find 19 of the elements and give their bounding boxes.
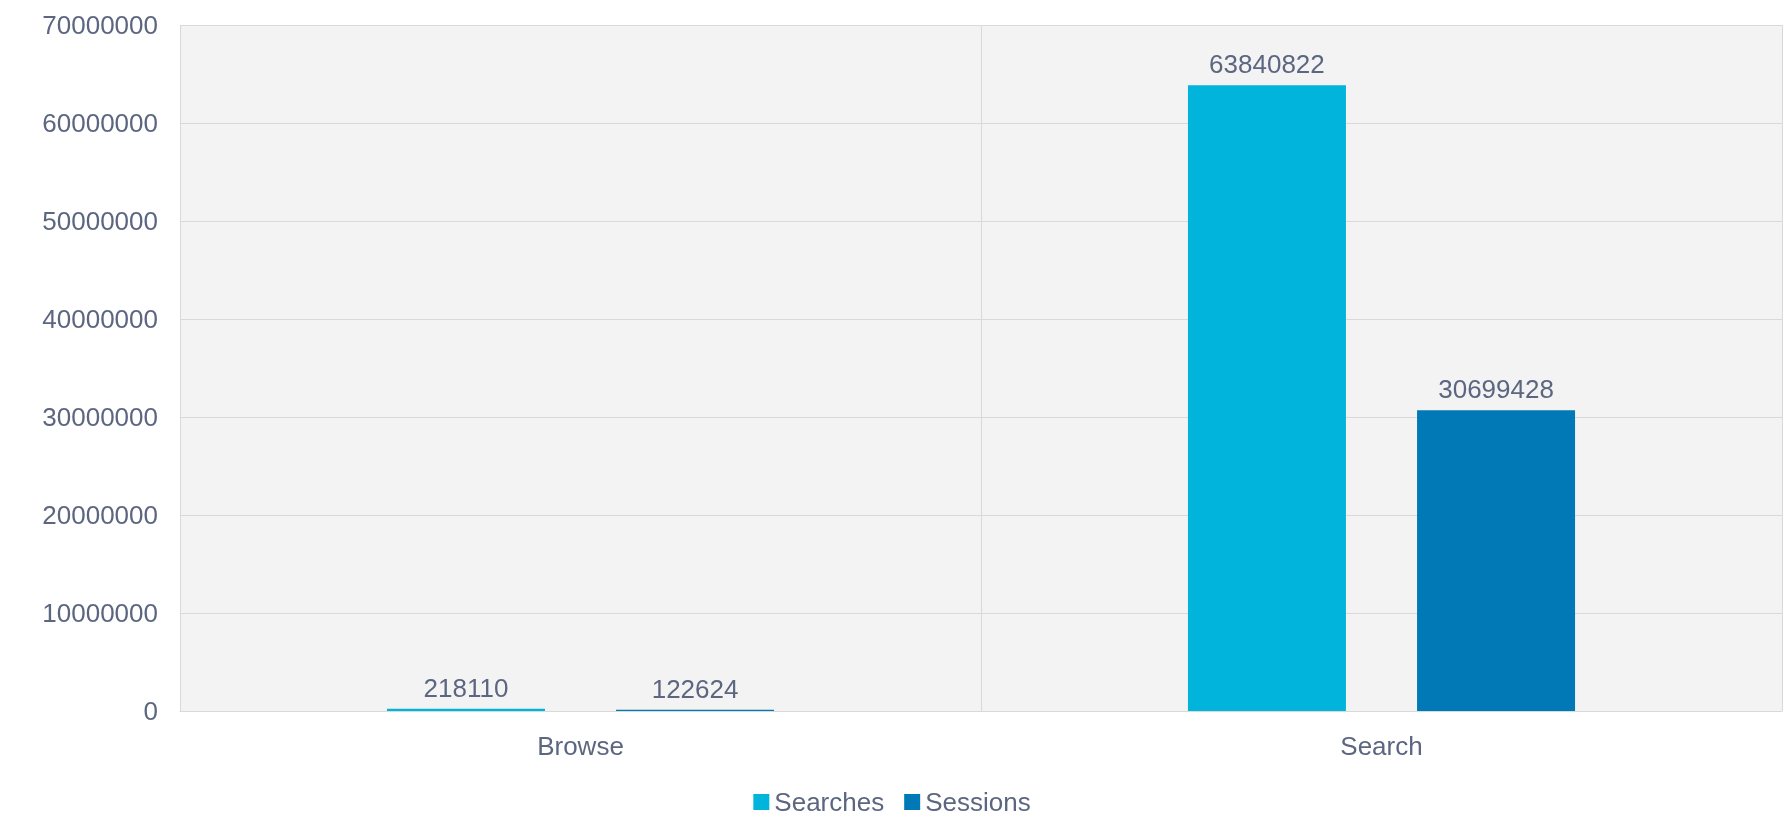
x-tick-label: Browse (537, 731, 624, 761)
y-tick-label: 50000000 (42, 206, 158, 236)
y-tick-label: 20000000 (42, 500, 158, 530)
y-tick-label: 10000000 (42, 598, 158, 628)
data-label: 218110 (423, 672, 509, 703)
y-tick-label: 70000000 (42, 10, 158, 40)
y-tick-label: 0 (143, 696, 158, 726)
y-tick-label: 60000000 (42, 108, 158, 138)
legend-label: Searches (774, 787, 885, 817)
bar (1187, 85, 1346, 711)
bar (1417, 410, 1576, 711)
legend-label: Sessions (925, 787, 1031, 817)
y-tick-label: 30000000 (42, 402, 158, 432)
data-label: 63840822 (1209, 49, 1325, 80)
y-tick-label: 40000000 (42, 304, 158, 334)
x-tick-label: Search (1340, 731, 1423, 761)
bar (386, 708, 545, 711)
data-label: 30699428 (1438, 374, 1554, 405)
data-label: 122624 (651, 673, 739, 704)
